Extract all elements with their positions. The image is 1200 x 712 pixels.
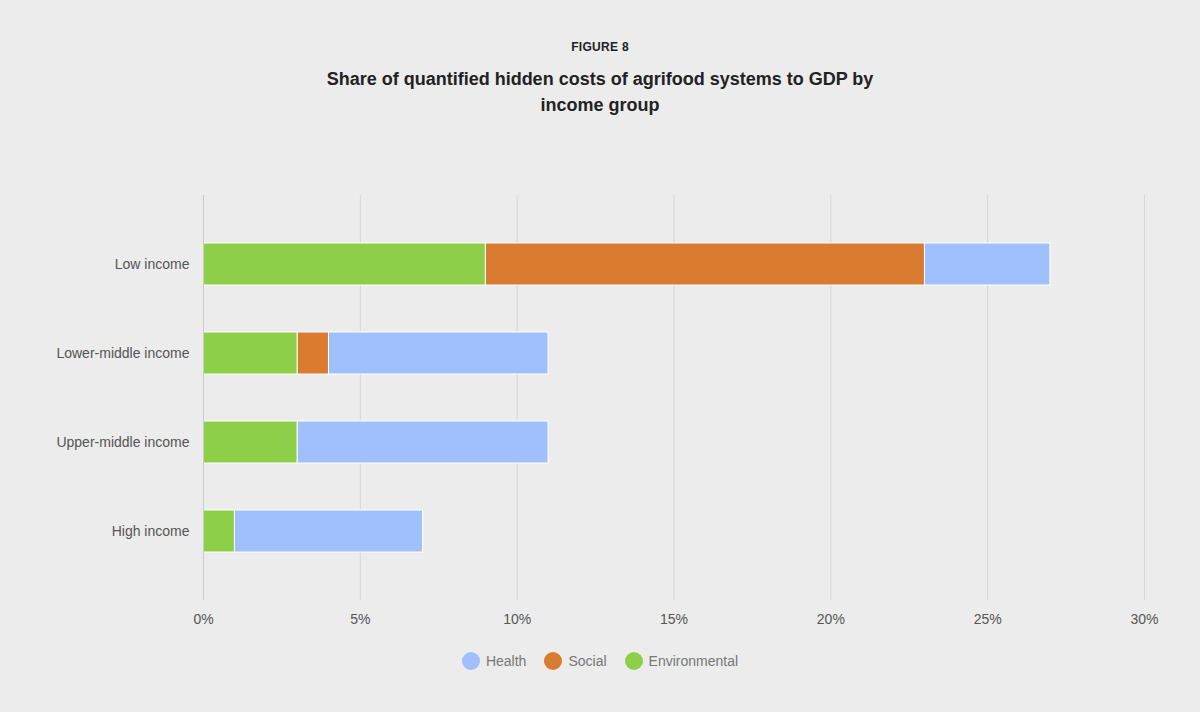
svg-text:Low income: Low income: [115, 256, 190, 272]
svg-text:25%: 25%: [974, 611, 1002, 627]
html-text:Environmental: Environmental: [648, 653, 738, 670]
svg-text:10%: 10%: [503, 611, 531, 627]
svg-text:20%: 20%: [817, 611, 845, 627]
svg-text:5%: 5%: [350, 611, 370, 627]
svg-text:Upper-middle income: Upper-middle income: [56, 434, 189, 450]
svg-text:15%: 15%: [660, 611, 688, 627]
svg-text:0%: 0%: [193, 611, 213, 627]
html-text:Social: Social: [568, 653, 607, 670]
html-text:Share of quantified hidden cos: Share of quantified hidden costs of agri…: [326, 69, 874, 115]
svg-text:Lower-middle income: Lower-middle income: [56, 345, 189, 361]
html-text:FIGURE 8: FIGURE 8: [571, 40, 629, 54]
svg-text:High income: High income: [112, 523, 190, 539]
svg-text:30%: 30%: [1130, 611, 1158, 627]
html-text:Health: Health: [485, 653, 527, 670]
